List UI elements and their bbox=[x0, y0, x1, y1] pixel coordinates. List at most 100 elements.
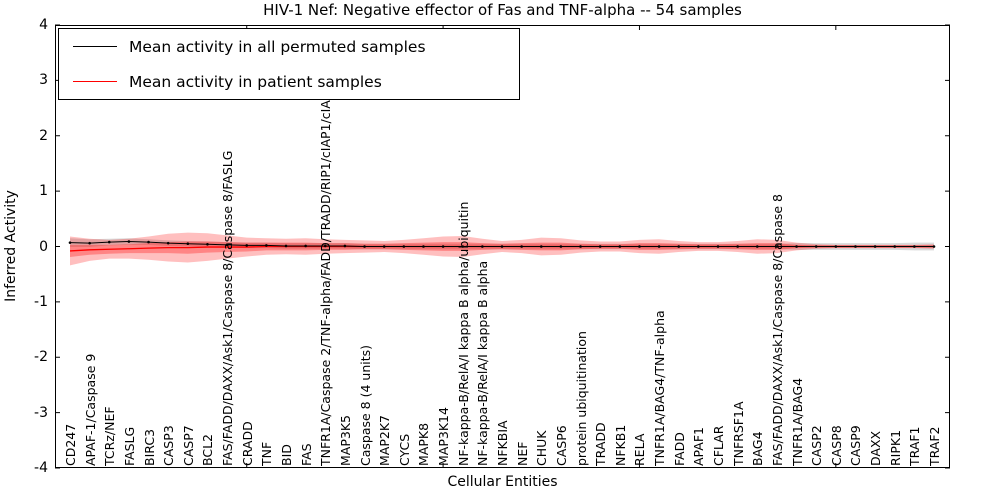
permuted-mean-marker bbox=[834, 245, 838, 248]
legend-line-sample bbox=[73, 81, 117, 82]
entity-label: NFKB1 bbox=[612, 424, 628, 466]
entity-label: FAS bbox=[298, 443, 314, 466]
entity-label: RELA bbox=[632, 433, 648, 466]
entity-label: CD247 bbox=[63, 423, 78, 466]
permuted-mean-marker bbox=[225, 243, 229, 247]
permuted-mean-marker bbox=[304, 244, 307, 248]
entity-label: FAS/FADD/DAXX/Ask1/Caspase 8/Caspase 8/F… bbox=[220, 150, 236, 466]
permuted-mean-marker bbox=[422, 245, 425, 248]
permuted-mean-marker bbox=[697, 245, 700, 248]
y-tick-label: -4 bbox=[34, 460, 48, 476]
permuted-mean-marker bbox=[677, 245, 681, 248]
permuted-mean-marker bbox=[481, 245, 484, 248]
permuted-mean-marker bbox=[343, 244, 347, 248]
permuted-mean-marker bbox=[206, 242, 209, 246]
entity-label: Caspase 8 (4 units) bbox=[357, 344, 373, 466]
entity-label: CASP2 bbox=[809, 425, 825, 466]
permuted-mean-marker bbox=[716, 245, 720, 248]
permuted-mean-marker bbox=[147, 240, 150, 244]
entity-label: APAF-1/Caspase 9 bbox=[82, 353, 98, 466]
entity-label: APAF1 bbox=[691, 427, 707, 466]
permuted-mean-marker bbox=[461, 245, 465, 248]
permuted-mean-marker bbox=[520, 245, 523, 248]
permuted-mean-marker bbox=[265, 244, 268, 247]
permuted-mean-marker bbox=[88, 241, 91, 245]
entity-label: RIPK1 bbox=[887, 429, 903, 466]
permuted-mean-marker bbox=[755, 245, 759, 248]
permuted-mean-marker bbox=[932, 245, 936, 248]
entity-label: TNF bbox=[259, 441, 275, 466]
permuted-mean-marker bbox=[559, 245, 563, 248]
entity-label: CASP9 bbox=[848, 425, 864, 466]
entity-label: CASP8 bbox=[828, 425, 844, 466]
legend: Mean activity in all permuted samples Mea… bbox=[58, 28, 520, 100]
permuted-mean-marker bbox=[68, 241, 72, 244]
permuted-mean-marker bbox=[441, 245, 445, 248]
permuted-mean-marker bbox=[873, 245, 877, 248]
entity-label: NFKBIA bbox=[495, 420, 510, 466]
entity-label: FAS/FADD/DAXX/Ask1/Caspase 8/Caspase 8 bbox=[769, 193, 785, 466]
permuted-mean-marker bbox=[657, 245, 661, 248]
entity-label: CYCS bbox=[396, 433, 412, 466]
permuted-mean-marker bbox=[323, 244, 327, 248]
y-tick-label: 1 bbox=[39, 183, 48, 200]
entity-label: BIRC3 bbox=[141, 428, 157, 466]
y-tick-label: 4 bbox=[39, 17, 48, 33]
permuted-mean-marker bbox=[245, 244, 249, 247]
chart-title: HIV-1 Nef: Negative effector of Fas and … bbox=[263, 1, 742, 19]
permuted-mean-marker bbox=[382, 245, 386, 248]
entity-label: NF-kappa-B/RelA/I kappa B alpha bbox=[475, 260, 491, 466]
permuted-mean-marker bbox=[579, 245, 582, 248]
y-tick-label: 0 bbox=[39, 238, 48, 255]
entity-label: CRADD bbox=[239, 421, 255, 466]
permuted-mean-marker bbox=[127, 240, 131, 243]
permuted-mean-marker bbox=[166, 241, 170, 245]
y-tick-label: 2 bbox=[39, 127, 48, 144]
entity-label: CASP3 bbox=[161, 425, 177, 466]
entity-label: NEF bbox=[514, 441, 530, 466]
y-tick-label: -2 bbox=[34, 349, 48, 366]
legend-label: Mean activity in all permuted samples bbox=[129, 37, 426, 56]
entity-label: MAP3K14 bbox=[436, 407, 452, 466]
entity-label: BAG4 bbox=[750, 431, 766, 466]
permuted-mean-marker bbox=[736, 245, 739, 248]
permuted-mean-marker bbox=[795, 245, 798, 248]
entity-label: CASP6 bbox=[553, 425, 569, 466]
y-axis-label: Inferred Activity bbox=[3, 190, 19, 302]
permuted-mean-marker bbox=[893, 245, 897, 248]
x-axis-label: Cellular Entities bbox=[447, 474, 558, 490]
entity-label: MAP3K5 bbox=[337, 415, 353, 466]
entity-label: MAP2K7 bbox=[377, 415, 393, 466]
entity-label: TNFR1A/BAG4 bbox=[789, 377, 805, 466]
permuted-mean-marker bbox=[638, 245, 641, 248]
permuted-mean-marker bbox=[539, 245, 543, 248]
entity-label: TNFR1A/BAG4/TNF-alpha bbox=[652, 310, 668, 466]
entity-label: CHUK bbox=[534, 430, 550, 466]
permuted-mean-marker bbox=[284, 244, 288, 248]
permuted-mean-marker bbox=[402, 245, 406, 248]
entity-label: BID bbox=[279, 444, 294, 466]
entity-label: FADD bbox=[671, 432, 687, 466]
permuted-mean-marker bbox=[618, 245, 622, 248]
entity-label: TCRz/NEF bbox=[102, 406, 118, 466]
entity-label: BCL2 bbox=[200, 433, 216, 466]
permuted-mean-marker bbox=[186, 242, 190, 246]
entity-label: TRAF2 bbox=[927, 426, 942, 466]
permuted-mean-marker bbox=[107, 240, 111, 244]
entity-label: protein ubiquitination bbox=[573, 331, 589, 466]
y-tick-label: -1 bbox=[34, 293, 48, 310]
permuted-mean-marker bbox=[854, 245, 857, 248]
legend-label: Mean activity in patient samples bbox=[129, 72, 382, 91]
entity-label: FASLG bbox=[121, 426, 137, 466]
entity-label: NF-kappa-B/RelA/I kappa B alpha/ubiquiti… bbox=[455, 201, 471, 466]
permuted-mean-marker bbox=[775, 245, 779, 248]
legend-entry: Mean activity in patient samples bbox=[59, 73, 519, 91]
entity-label: TNFRSF1A bbox=[730, 401, 746, 467]
entity-label: CASP7 bbox=[180, 425, 196, 466]
entity-label: DAXX bbox=[868, 430, 884, 466]
entity-label: MAPK8 bbox=[416, 422, 432, 466]
permuted-mean-marker bbox=[363, 245, 366, 248]
legend-entry: Mean activity in all permuted samples bbox=[59, 38, 519, 56]
